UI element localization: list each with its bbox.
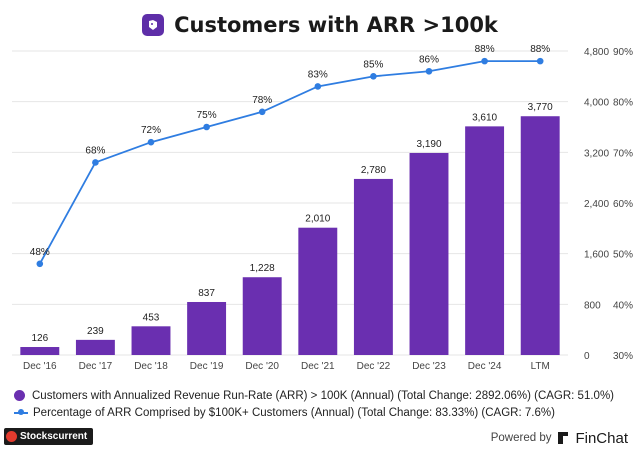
bar-value-label: 453 xyxy=(143,312,160,323)
line-value-label: 68% xyxy=(85,145,105,156)
finchat-brand: FinChat xyxy=(575,429,628,447)
bar-value-label: 1,228 xyxy=(250,263,275,274)
combo-chart: 0 30% 800 40% 1,600 50% 2,400 60% 3,200 70% 4,000 8… xyxy=(12,44,633,372)
x-tick-label: Dec '17 xyxy=(79,361,113,372)
bar-value-label: 3,610 xyxy=(472,112,497,123)
legend-label-bars: Customers with Annualized Revenue Run-Ra… xyxy=(32,389,614,402)
finchat-logo-icon xyxy=(558,432,569,444)
bar xyxy=(187,301,227,355)
bar-value-label: 2,010 xyxy=(305,214,330,225)
line-point xyxy=(147,138,155,146)
powered-by-finchat: Powered by FinChat xyxy=(491,428,628,448)
legend-item-line[interactable]: Percentage of ARR Comprised by $100K+ Cu… xyxy=(14,404,634,421)
y-right-tick-label: 30% xyxy=(613,351,633,362)
stockscurrent-logo: Stockscurrent xyxy=(4,428,94,445)
line-value-label: 48% xyxy=(30,247,50,258)
bar xyxy=(465,126,505,355)
bar xyxy=(353,178,393,355)
bar xyxy=(298,227,338,355)
line-point xyxy=(370,73,377,80)
line-point xyxy=(36,260,44,268)
x-tick-label: Dec '23 xyxy=(412,361,446,372)
bar-value-label: 126 xyxy=(31,333,48,344)
stockscurrent-mark-icon xyxy=(6,431,17,442)
x-tick-label: Dec '24 xyxy=(468,361,502,372)
legend-swatch-bars xyxy=(14,390,25,401)
bar xyxy=(20,347,60,355)
line-value-label: 78% xyxy=(252,95,272,106)
line-value-label: 75% xyxy=(197,110,217,121)
line-series xyxy=(39,60,541,265)
y-right-tick-label: 90% xyxy=(613,47,633,58)
line-value-label: 88% xyxy=(475,44,495,55)
line-point xyxy=(314,83,322,90)
y-left-tick-label: 800 xyxy=(584,300,601,311)
y-left-tick-label: 4,800 xyxy=(584,47,609,58)
line-point xyxy=(258,108,266,116)
y-left-tick-label: 2,400 xyxy=(584,199,609,210)
chart-legend: Customers with Annualized Revenue Run-Ra… xyxy=(14,387,634,421)
line-point xyxy=(536,57,544,65)
legend-item-bars[interactable]: Customers with Annualized Revenue Run-Ra… xyxy=(14,387,634,404)
line-value-label: 83% xyxy=(308,69,328,80)
bar-value-label: 239 xyxy=(87,326,104,337)
y-left-tick-label: 0 xyxy=(584,351,590,362)
x-tick-label: Dec '16 xyxy=(23,361,57,372)
bar-value-label: 3,770 xyxy=(528,102,553,113)
x-tick-label: Dec '18 xyxy=(134,361,168,372)
y-right-tick-label: 60% xyxy=(613,199,633,210)
bar xyxy=(131,326,171,355)
x-tick-label: Dec '20 xyxy=(245,361,279,372)
bar xyxy=(75,339,115,355)
line-value-label: 72% xyxy=(141,125,161,136)
y-right-tick-label: 80% xyxy=(613,98,633,109)
line-point xyxy=(425,67,433,75)
chart-header: Customers with ARR >100k xyxy=(0,10,640,40)
line-point xyxy=(481,57,488,65)
line-point xyxy=(92,159,99,166)
powered-by-label: Powered by xyxy=(490,432,552,444)
line-value-label: 88% xyxy=(530,44,550,55)
x-tick-label: Dec '19 xyxy=(190,361,224,372)
y-right-tick-label: 40% xyxy=(613,300,633,311)
bar-value-label: 3,190 xyxy=(416,139,441,150)
chart-title: Customers with ARR >100k xyxy=(174,13,498,37)
line-point xyxy=(203,123,210,131)
y-left-tick-label: 3,200 xyxy=(584,148,609,159)
legend-label-line: Percentage of ARR Comprised by $100K+ Cu… xyxy=(33,406,555,419)
finchat-bird-icon xyxy=(142,14,165,36)
bar xyxy=(242,277,282,355)
y-right-tick-label: 70% xyxy=(613,148,633,159)
y-left-tick-label: 1,600 xyxy=(584,250,609,261)
line-value-label: 85% xyxy=(363,59,383,70)
y-right-tick-label: 50% xyxy=(613,250,633,261)
stockscurrent-brand: Stockscurrent xyxy=(20,431,88,442)
bar xyxy=(520,116,560,355)
bar xyxy=(409,152,449,355)
bar-value-label: 837 xyxy=(198,288,215,299)
legend-swatch-line xyxy=(14,407,28,418)
line-value-label: 86% xyxy=(419,54,439,65)
y-left-tick-label: 4,000 xyxy=(584,98,609,109)
x-tick-label: Dec '22 xyxy=(357,361,391,372)
bar-value-label: 2,780 xyxy=(361,165,386,176)
x-tick-label: Dec '21 xyxy=(301,361,335,372)
x-tick-label: LTM xyxy=(531,361,550,372)
